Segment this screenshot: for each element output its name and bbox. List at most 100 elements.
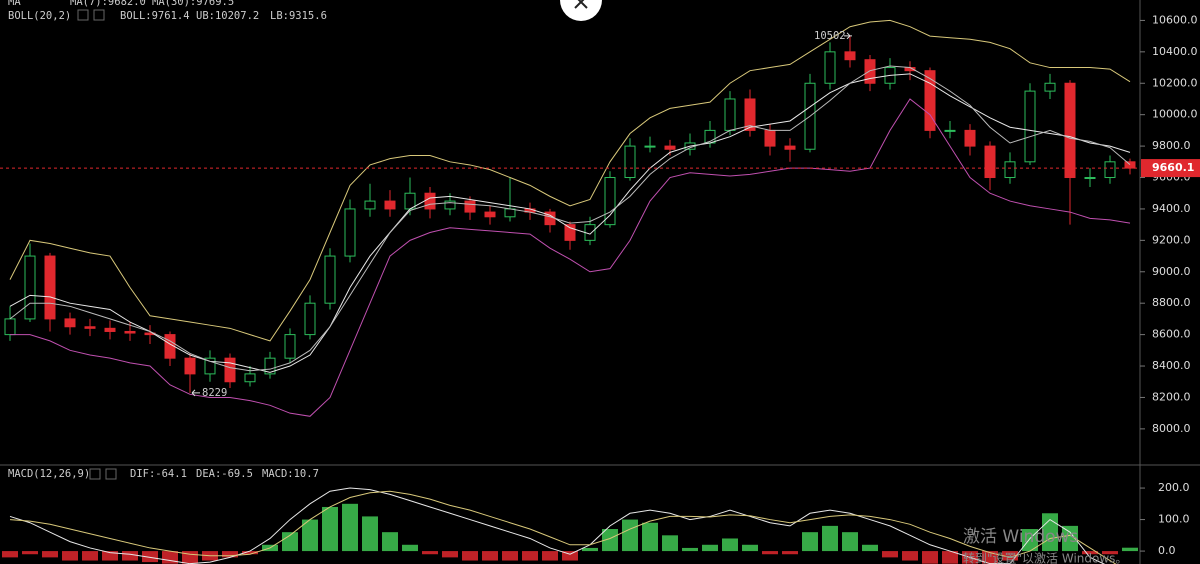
macd-bar (2, 551, 18, 558)
macd-bar (702, 544, 718, 552)
y-tick-label: 10400.0 (1152, 45, 1198, 58)
candle-body (224, 357, 236, 383)
indicator-label: MACD:10.7 (262, 468, 319, 480)
candle-body (1084, 177, 1096, 180)
macd-bar (1082, 551, 1098, 555)
indicator-line (9, 490, 1117, 564)
macd-bar (82, 551, 98, 561)
macd-bar (62, 551, 78, 561)
macd-bar (102, 551, 118, 561)
macd-bar (422, 551, 438, 555)
candle-body (824, 51, 836, 84)
close-button-circle[interactable] (560, 0, 602, 21)
macd-bar (582, 547, 598, 552)
macd-bar (162, 551, 178, 564)
candle-body (304, 302, 316, 336)
close-button-x[interactable] (574, 0, 588, 9)
settings-icon[interactable] (89, 468, 101, 480)
indicator-label: DEA:-69.5 (196, 468, 253, 480)
indicator-label: MACD(12,26,9) (8, 468, 90, 480)
close-button[interactable] (560, 0, 602, 21)
close-icon[interactable] (93, 9, 105, 21)
candle-body (104, 327, 116, 332)
indicator-label: UB:10207.2 (196, 10, 259, 22)
candle-body (444, 200, 456, 210)
macd-bar (1062, 525, 1078, 552)
macd-bar (822, 525, 838, 552)
candle-body (504, 208, 516, 218)
indicator-line (9, 487, 1106, 564)
macd-bar (322, 506, 338, 552)
macd-bar (682, 547, 698, 552)
candle-body (44, 255, 56, 320)
macd-bar (362, 516, 378, 552)
macd-bar (302, 519, 318, 552)
y-tick-label: 10200.0 (1152, 76, 1198, 89)
candle-body (864, 59, 876, 84)
macd-bar (502, 551, 518, 561)
y-tick-label: 9200.0 (1152, 233, 1191, 246)
macd-bar (1102, 551, 1118, 555)
candle-body (744, 98, 756, 131)
candle-body (724, 98, 736, 131)
candle-body (4, 318, 16, 336)
macd-bar (42, 551, 58, 558)
settings-icon[interactable] (77, 9, 89, 21)
macd-bar (222, 551, 238, 558)
y-tick-label: 8400.0 (1152, 359, 1191, 372)
candle-body (784, 145, 796, 150)
y-tick-label: 8800.0 (1152, 296, 1191, 309)
candle-body (24, 255, 36, 320)
candle-body (1104, 161, 1116, 179)
candle-body (424, 192, 436, 210)
macd-bar (442, 551, 458, 558)
candle-body (844, 51, 856, 61)
macd-bar (982, 551, 998, 564)
candle-body (924, 70, 936, 131)
y-tick-label: 8000.0 (1152, 422, 1191, 435)
indicator-label: LB:9315.6 (270, 10, 327, 22)
macd-bar (722, 538, 738, 552)
macd-bar (542, 551, 558, 561)
candle-body (1124, 161, 1136, 169)
macd-bar (522, 551, 538, 561)
macd-bar (662, 535, 678, 552)
indicator-label: BOLL(20,2) (8, 10, 71, 22)
macd-bar (342, 503, 358, 552)
close-icon[interactable] (105, 468, 117, 480)
macd-bar (922, 551, 938, 564)
macd-bar (802, 532, 818, 552)
candle-body (364, 200, 376, 210)
candle-body (1024, 90, 1036, 163)
candle-body (264, 357, 276, 375)
macd-bar (382, 532, 398, 552)
indicator-line (9, 65, 1131, 372)
indicator-label: MA (8, 0, 21, 8)
y-tick-label: 9000.0 (1152, 265, 1191, 278)
candle-body (484, 211, 496, 218)
candle-body (464, 200, 476, 213)
macd-bar (282, 532, 298, 552)
candle-body (604, 177, 616, 226)
min-arrow (191, 389, 200, 397)
candle-body (384, 200, 396, 210)
y-tick-label: 8600.0 (1152, 328, 1191, 341)
candle-body (84, 326, 96, 329)
candle-body (184, 357, 196, 375)
macd-bar (562, 551, 578, 561)
y-tick-label: 200.0 (1158, 481, 1190, 494)
macd-bar (642, 522, 658, 552)
min-label: 8229 (202, 387, 227, 399)
candle-body (764, 129, 776, 147)
candle-body (644, 145, 656, 148)
y-tick-label: 100.0 (1158, 513, 1190, 526)
y-tick-label: 9400.0 (1152, 202, 1191, 215)
macd-bar (22, 551, 38, 555)
candle-body (204, 357, 216, 375)
macd-bar (1122, 547, 1138, 552)
candle-body (564, 224, 576, 241)
max-arrow (844, 32, 852, 40)
last-price-label: 9660.1 (1152, 161, 1194, 174)
candle-body (1064, 82, 1076, 179)
